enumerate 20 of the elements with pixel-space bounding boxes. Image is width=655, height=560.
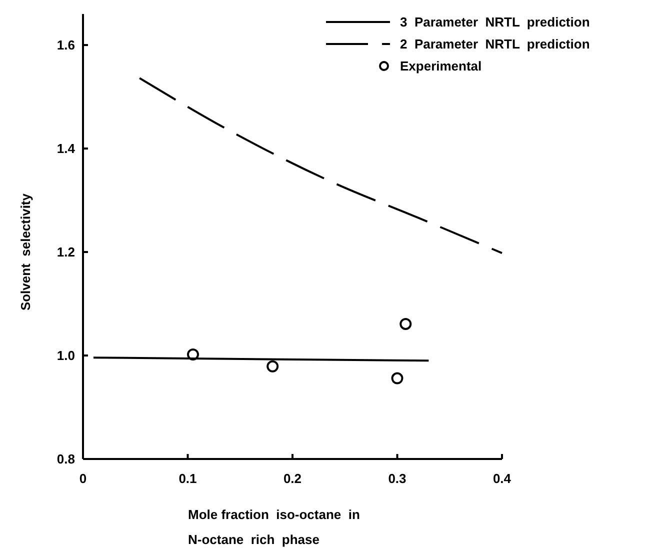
point xyxy=(266,360,279,372)
y-tick-label: 1.6 xyxy=(56,38,75,53)
legend-label: 2 Parameter NRTL prediction xyxy=(400,36,590,52)
point xyxy=(186,348,199,360)
legend-label: 3 Parameter NRTL prediction xyxy=(400,14,590,30)
x-tick-label: 0.2 xyxy=(283,471,302,486)
y-axis-title: Solvent selectivity xyxy=(18,192,33,311)
point xyxy=(400,318,412,330)
x-tick-label: 0.4 xyxy=(492,471,512,486)
x-axis-title: Mole fraction iso-octane in N-octane rich phase xyxy=(188,507,360,547)
point xyxy=(391,372,404,384)
y-tick-label: 1.0 xyxy=(56,348,75,364)
y-tick-label: 0.8 xyxy=(56,452,75,467)
line-series xyxy=(138,77,503,254)
y-tick-label: 1.4 xyxy=(56,141,76,156)
x-tick-label: 0 xyxy=(79,471,87,486)
legend-label: Experimental xyxy=(400,58,482,74)
y-tick-label: 1.2 xyxy=(56,244,75,260)
x-tick-label: 0.1 xyxy=(178,471,197,486)
x-tick-label: 0.3 xyxy=(388,471,406,486)
